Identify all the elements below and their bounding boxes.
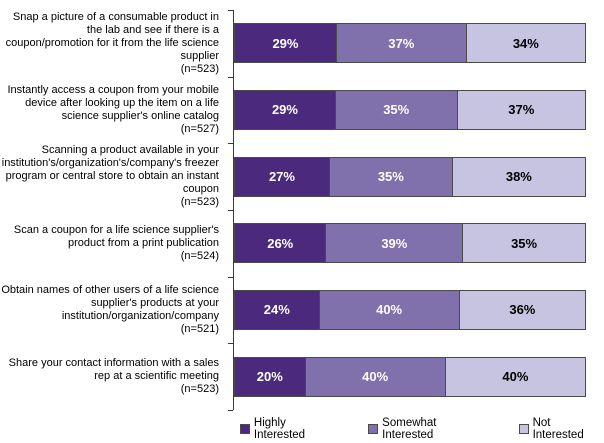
category-label: Share your contact information with a sa…	[0, 357, 226, 396]
bar-value-label: 35%	[511, 235, 538, 251]
category-axis-line	[233, 10, 234, 410]
category-label-text: Scanning a product available in your ins…	[1, 144, 219, 196]
legend-swatch-icon	[368, 424, 379, 434]
legend-swatch-icon	[518, 424, 529, 434]
legend-label: Not Interested	[532, 417, 584, 441]
category-label-text: Snap a picture of a consumable product i…	[5, 10, 219, 62]
category-sample-size: (n=524)	[180, 249, 219, 262]
axis-tick	[228, 143, 233, 144]
bar-segment-somewhat-interested: 35%	[334, 89, 458, 130]
axis-tick	[228, 277, 233, 278]
legend-item-not-interested: Not Interested	[518, 417, 604, 441]
bar-value-label: 39%	[381, 235, 408, 251]
bar-segment-highly-interested: 26%	[234, 223, 327, 264]
bar-segment-somewhat-interested: 39%	[325, 223, 464, 264]
bar-segment-somewhat-interested: 37%	[335, 23, 467, 64]
bar-value-label: 40%	[362, 369, 389, 385]
category-sample-size: (n=521)	[180, 322, 219, 335]
bar-segment-highly-interested: 20%	[234, 356, 306, 397]
stacked-bar: 29% 35% 37%	[234, 89, 586, 130]
bar-value-label: 36%	[509, 302, 536, 318]
category-label: Scan a coupon for a life science supplie…	[0, 224, 226, 263]
category-label-text: Obtain names of other users of a life sc…	[1, 283, 219, 322]
chart-row: Share your contact information with a sa…	[0, 343, 586, 410]
bar-segment-somewhat-interested: 40%	[318, 289, 460, 330]
bar-segment-highly-interested: 24%	[234, 289, 320, 330]
bar-segment-not-interested: 37%	[456, 89, 586, 130]
legend-item-highly-interested: Highly Interested	[240, 417, 339, 441]
chart-row: Snap a picture of a consumable product i…	[0, 10, 586, 77]
bar-value-label: 40%	[376, 302, 403, 318]
axis-tick	[228, 343, 233, 344]
bar-value-label: 29%	[271, 102, 298, 118]
bar-value-label: 37%	[388, 35, 415, 51]
bar-value-label: 26%	[267, 235, 294, 251]
axis-tick	[228, 210, 233, 211]
category-label: Instantly access a coupon from your mobi…	[0, 84, 226, 136]
legend-item-somewhat-interested: Somewhat Interested	[368, 417, 489, 441]
legend-label: Highly Interested	[253, 417, 306, 441]
bar-segment-not-interested: 38%	[451, 156, 586, 197]
stacked-bar: 29% 37% 34%	[234, 23, 586, 64]
category-label-text: Instantly access a coupon from your mobi…	[7, 83, 219, 122]
bar-segment-not-interested: 40%	[444, 356, 586, 397]
bar-segment-somewhat-interested: 40%	[304, 356, 446, 397]
category-sample-size: (n=523)	[180, 62, 219, 75]
category-sample-size: (n=523)	[180, 383, 219, 396]
category-sample-size: (n=523)	[180, 196, 219, 209]
bar-segment-somewhat-interested: 35%	[328, 156, 453, 197]
bar-segment-not-interested: 35%	[462, 223, 586, 264]
bar-value-label: 34%	[512, 35, 539, 51]
chart-row: Scanning a product available in your ins…	[0, 143, 586, 210]
chart-rows: Snap a picture of a consumable product i…	[0, 10, 586, 410]
bar-value-label: 40%	[502, 369, 529, 385]
stacked-bar: 26% 39% 35%	[234, 223, 586, 264]
bar-segment-highly-interested: 29%	[234, 23, 337, 64]
legend-swatch-icon	[240, 424, 250, 434]
category-label: Scanning a product available in your ins…	[0, 144, 226, 209]
stacked-bar: 20% 40% 40%	[234, 356, 586, 397]
bar-value-label: 20%	[256, 369, 283, 385]
legend-label: Somewhat Interested	[382, 417, 437, 441]
axis-tick	[228, 10, 233, 11]
bar-value-label: 35%	[377, 169, 404, 185]
category-sample-size: (n=527)	[180, 122, 219, 135]
category-label-text: Scan a coupon for a life science supplie…	[13, 223, 219, 249]
category-label-text: Share your contact information with a sa…	[8, 357, 219, 383]
bar-value-label: 29%	[272, 35, 299, 51]
chart-row: Obtain names of other users of a life sc…	[0, 277, 586, 344]
bar-value-label: 37%	[508, 102, 535, 118]
chart-row: Scan a coupon for a life science supplie…	[0, 210, 586, 277]
axis-tick	[228, 77, 233, 78]
category-label: Obtain names of other users of a life sc…	[0, 284, 226, 336]
bar-segment-not-interested: 36%	[458, 289, 586, 330]
stacked-bar: 24% 40% 36%	[234, 289, 586, 330]
chart-row: Instantly access a coupon from your mobi…	[0, 77, 586, 144]
stacked-bar: 27% 35% 38%	[234, 156, 586, 197]
bar-value-label: 27%	[268, 169, 295, 185]
bar-value-label: 24%	[263, 302, 290, 318]
legend: Highly Interested Somewhat Interested No…	[240, 417, 604, 441]
axis-tick	[228, 410, 233, 411]
bar-segment-not-interested: 34%	[465, 23, 586, 64]
bar-value-label: 35%	[383, 102, 410, 118]
category-label: Snap a picture of a consumable product i…	[0, 11, 226, 76]
bar-segment-highly-interested: 27%	[234, 156, 330, 197]
bar-segment-highly-interested: 29%	[234, 89, 336, 130]
bar-value-label: 38%	[505, 169, 532, 185]
